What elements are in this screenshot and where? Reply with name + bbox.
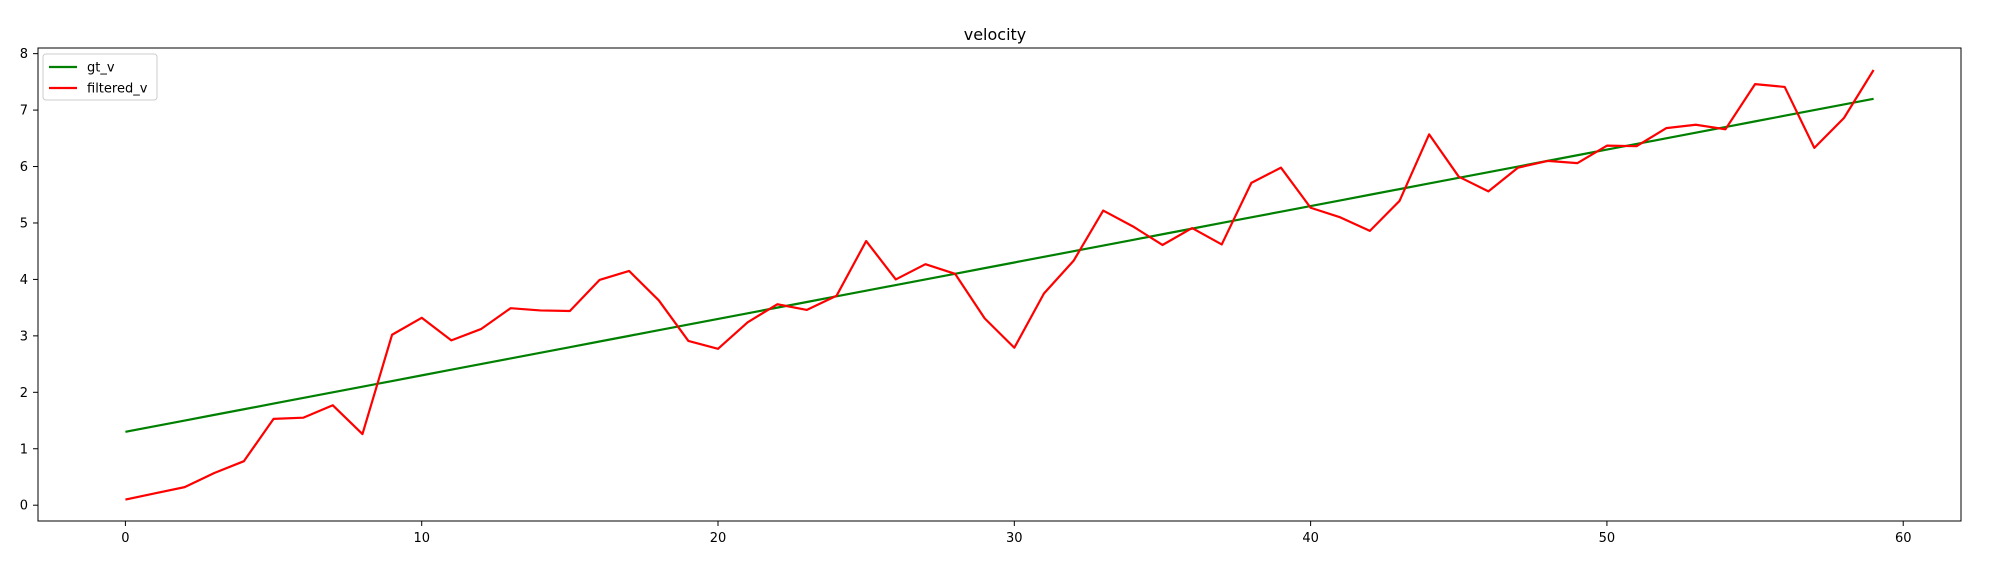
x-tick-label: 60 [1895,531,1912,546]
legend-label-filtered_v: filtered_v [87,82,148,97]
x-tick-label: 10 [413,531,430,546]
y-tick-label: 6 [20,160,28,175]
y-tick-label: 5 [20,216,28,231]
x-tick-label: 30 [1006,531,1023,546]
y-axis: 0 1 2 3 4 5 6 7 8 [20,47,38,514]
y-tick-label: 2 [20,386,28,401]
plot-frame [37,47,1962,522]
y-tick-label: 3 [20,329,28,344]
y-tick-label: 8 [20,47,28,62]
legend: gt_v filtered_v [42,53,158,101]
chart-title: velocity [964,25,1027,44]
x-tick-label: 50 [1599,531,1616,546]
x-tick-label: 40 [1302,531,1319,546]
y-tick-label: 7 [20,104,28,119]
plot-lines [125,69,1875,501]
x-tick-label: 20 [710,531,727,546]
x-tick-label: 0 [121,531,129,546]
series-line-gt_v [125,97,1874,433]
series-line-filtered_v [125,69,1875,501]
y-tick-label: 0 [20,499,28,514]
y-tick-label: 4 [20,273,28,288]
legend-label-gt_v: gt_v [87,61,115,76]
x-axis: 0 10 20 30 40 50 60 [121,521,1911,546]
y-tick-label: 1 [20,442,28,457]
